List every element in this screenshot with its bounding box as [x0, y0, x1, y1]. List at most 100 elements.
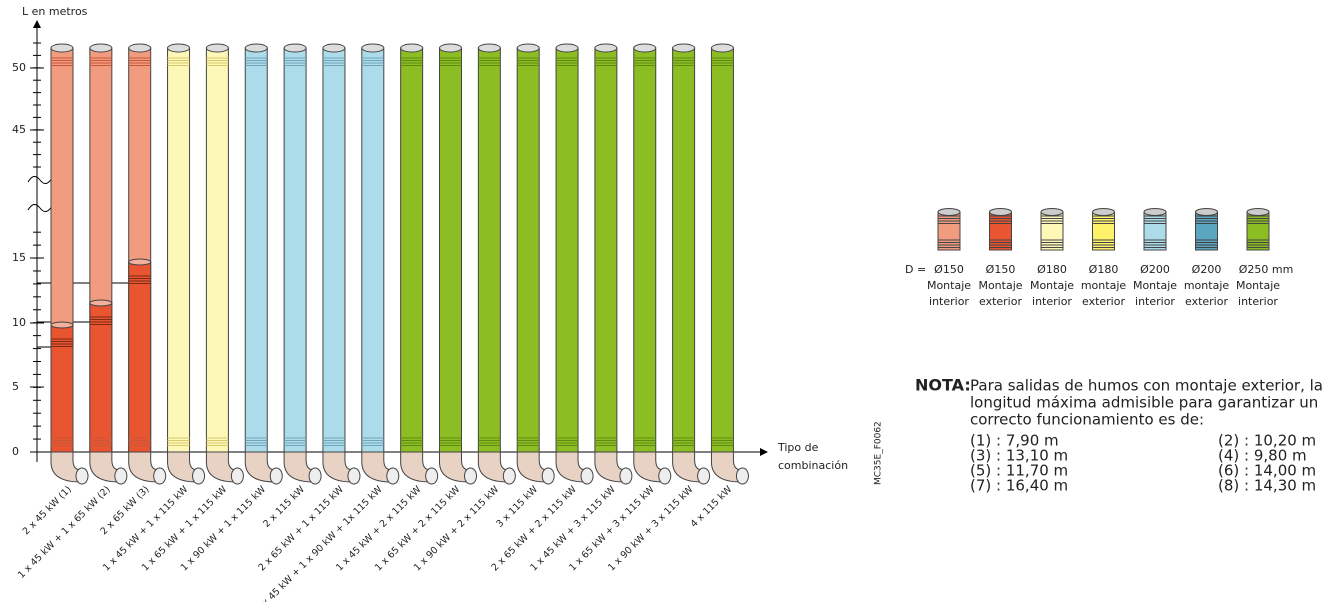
legend-line: montaje	[1184, 279, 1230, 292]
y-tick-label: 0	[12, 445, 19, 458]
pipe-joint	[50, 321, 74, 329]
pipe	[322, 47, 346, 453]
legend-diameter: Ø150	[986, 263, 1016, 276]
category-label: 4 x 115 kW	[689, 484, 735, 530]
elbow-opening	[230, 467, 244, 485]
elbow-opening	[464, 467, 477, 485]
pipe-joint	[89, 299, 113, 307]
pipe-top	[477, 43, 501, 53]
nota-item: (6) : 14,00 m	[1218, 462, 1316, 480]
pipe	[710, 47, 734, 453]
legend-line: Montaje	[927, 279, 971, 292]
pipe-top	[205, 43, 229, 53]
nota-item: (5) : 11,70 m	[970, 462, 1068, 480]
pipe	[439, 47, 462, 453]
axis-break	[27, 176, 53, 212]
legend-diameter: Ø200	[1192, 263, 1222, 276]
legend-line: exterior	[979, 295, 1022, 308]
elbow-opening	[735, 467, 749, 485]
x-label: combinación	[778, 459, 848, 472]
legend-line: interior	[1032, 295, 1072, 308]
pipe	[633, 47, 657, 453]
pipe	[244, 47, 268, 453]
x-arrow	[760, 448, 768, 456]
elbow-opening	[386, 467, 400, 485]
y-tick-label: 10	[12, 316, 26, 329]
legend-diameter: Ø250 mm	[1239, 263, 1294, 276]
pipe-top	[400, 43, 424, 53]
elbow-opening	[425, 467, 439, 485]
elbow-opening	[347, 467, 361, 485]
y-arrow	[33, 20, 41, 28]
pipe-top	[555, 43, 579, 53]
pipe-top	[50, 43, 74, 53]
x-label: Tipo de	[777, 441, 819, 454]
pipe	[400, 47, 424, 453]
pipe	[205, 47, 229, 453]
legend-diameter: Ø200	[1140, 263, 1170, 276]
pipe-exterior	[89, 302, 113, 453]
pipe	[672, 47, 696, 453]
pipe	[594, 47, 618, 453]
legend-line: exterior	[1082, 295, 1125, 308]
legend-line: montaje	[1081, 279, 1127, 292]
y-tick-label: 15	[12, 251, 26, 264]
legend-line: interior	[1238, 295, 1278, 308]
pipe	[361, 47, 385, 453]
code: MC35E_F0062	[874, 421, 884, 485]
pipe	[516, 47, 540, 453]
legend-swatch-top	[1143, 208, 1167, 216]
legend-swatch-top	[1195, 208, 1218, 216]
pipe-top	[516, 43, 540, 53]
pipe-top	[710, 43, 734, 53]
elbow-opening	[541, 467, 555, 485]
elbow-opening	[502, 467, 516, 485]
elbow-opening	[619, 467, 633, 485]
legend-swatch	[1246, 211, 1270, 251]
legend-line: interior	[929, 295, 969, 308]
elbow-opening	[192, 467, 206, 485]
elbow-opening	[697, 467, 711, 485]
elbow-opening	[75, 467, 89, 485]
pipe-top	[322, 43, 346, 53]
legend-swatch	[989, 211, 1012, 251]
nota-item: (4) : 9,80 m	[1218, 447, 1307, 465]
legend-swatch-top	[1246, 208, 1270, 216]
nota-line: Para salidas de humos con montaje exteri…	[970, 377, 1323, 395]
nota: NOTA: Para salidas de humos con montaje …	[915, 376, 1323, 495]
legend-swatch	[1040, 211, 1064, 251]
pipe-top	[633, 43, 657, 53]
pipe-top	[672, 43, 696, 53]
pipe-joint	[128, 258, 152, 266]
legend-diameter: Ø180	[1089, 263, 1119, 276]
legend-line: Montaje	[1236, 279, 1280, 292]
legend-prefix: D =	[905, 263, 926, 276]
pipe	[555, 47, 579, 453]
nota-line: correcto funcionamiento es de:	[970, 411, 1204, 429]
pipe-top	[89, 43, 113, 53]
nota-item: (3) : 13,10 m	[970, 447, 1068, 465]
pipe-top	[361, 43, 385, 53]
y-tick-label: 5	[12, 380, 19, 393]
elbow-opening	[269, 467, 283, 485]
pipe-top	[167, 43, 191, 53]
y-label: L en metros	[22, 5, 88, 18]
legend-swatch-top	[1040, 208, 1064, 216]
legend-line: Montaje	[978, 279, 1022, 292]
nota-item: (7) : 16,40 m	[970, 477, 1068, 495]
legend-swatch	[1092, 211, 1115, 251]
legend-swatch	[1195, 211, 1218, 251]
legend-swatch	[1143, 211, 1167, 251]
legend-line: Montaje	[1030, 279, 1074, 292]
nota-item: (8) : 14,30 m	[1218, 477, 1316, 495]
pipe	[477, 47, 501, 453]
pipe-top	[283, 43, 307, 53]
elbow-opening	[580, 467, 594, 485]
y-tick-label: 50	[12, 61, 26, 74]
elbow-opening	[658, 467, 672, 485]
pipe-top	[128, 43, 152, 53]
elbow-opening	[308, 467, 322, 485]
nota-label: NOTA:	[915, 376, 971, 395]
pipe	[167, 47, 191, 453]
